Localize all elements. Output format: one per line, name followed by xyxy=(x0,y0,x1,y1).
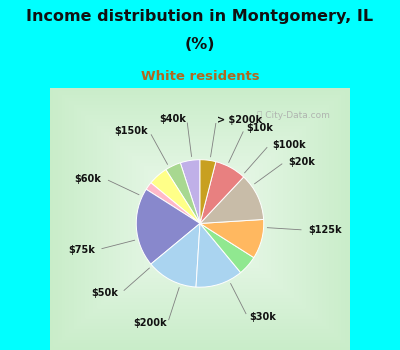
Text: ⓘ City-Data.com: ⓘ City-Data.com xyxy=(257,111,330,120)
Wedge shape xyxy=(151,170,200,223)
Wedge shape xyxy=(196,223,241,287)
Text: $20k: $20k xyxy=(288,157,315,167)
Text: $100k: $100k xyxy=(272,140,306,150)
Text: $150k: $150k xyxy=(114,126,148,136)
Wedge shape xyxy=(151,223,200,287)
Wedge shape xyxy=(180,160,200,223)
Text: $125k: $125k xyxy=(308,225,342,235)
Wedge shape xyxy=(200,219,264,258)
Text: Income distribution in Montgomery, IL: Income distribution in Montgomery, IL xyxy=(26,9,374,24)
Text: $50k: $50k xyxy=(92,288,118,298)
Text: $60k: $60k xyxy=(75,174,102,184)
Wedge shape xyxy=(200,162,244,223)
Text: White residents: White residents xyxy=(141,70,259,83)
Text: $200k: $200k xyxy=(133,318,166,328)
Text: > $200k: > $200k xyxy=(217,115,262,125)
Wedge shape xyxy=(136,189,200,264)
Wedge shape xyxy=(200,160,216,223)
Wedge shape xyxy=(146,183,200,223)
Text: $30k: $30k xyxy=(249,312,276,322)
Text: $40k: $40k xyxy=(160,114,186,124)
Wedge shape xyxy=(166,163,200,223)
Text: $10k: $10k xyxy=(246,124,273,133)
Wedge shape xyxy=(200,223,254,273)
Text: $75k: $75k xyxy=(68,245,95,254)
Text: (%): (%) xyxy=(185,37,215,52)
Wedge shape xyxy=(200,177,264,223)
